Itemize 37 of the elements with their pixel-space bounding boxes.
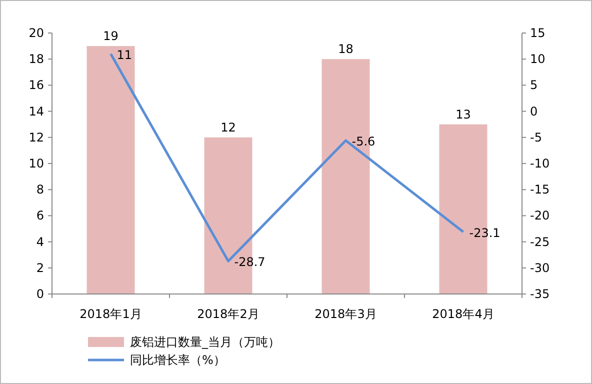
y2-tick-label: -35 xyxy=(530,287,550,301)
y2-tick-label: 0 xyxy=(530,104,538,118)
data-label: 19 xyxy=(103,29,118,44)
y-tick-label: 12 xyxy=(28,130,44,144)
y-tick-label: 4 xyxy=(36,234,44,249)
x-tick-label: 2018年2月 xyxy=(197,307,260,321)
y2-tick-label: -5 xyxy=(530,130,542,144)
y-tick-label: 2 xyxy=(36,260,44,275)
y2-tick-label: 15 xyxy=(530,26,546,40)
y-tick-label: 8 xyxy=(36,182,44,197)
x-tick-label: 2018年4月 xyxy=(432,307,494,321)
data-label: 12 xyxy=(220,120,236,134)
y-tick-label: 16 xyxy=(28,78,44,92)
legend-label: 废铝进口数量_当月（万吨） xyxy=(130,335,280,349)
data-label: 18 xyxy=(338,42,354,56)
y-tick-label: 0 xyxy=(36,287,44,301)
y-tick-label: 10 xyxy=(28,156,44,170)
x-tick-label: 2018年3月 xyxy=(314,307,377,321)
y2-tick-label: -15 xyxy=(530,182,550,197)
data-label: -23.1 xyxy=(469,226,500,240)
y2-tick-label: 10 xyxy=(530,52,546,66)
y2-tick-label: 5 xyxy=(530,78,538,92)
data-label: -5.6 xyxy=(352,134,376,149)
y2-tick-label: -10 xyxy=(530,156,550,170)
y-tick-label: 20 xyxy=(28,26,44,40)
legend-label: 同比增长率（%） xyxy=(130,353,226,367)
data-label: 11 xyxy=(116,48,132,62)
y2-tick-label: -25 xyxy=(530,234,550,249)
y-tick-label: 6 xyxy=(36,208,44,223)
y2-tick-label: -30 xyxy=(530,260,550,275)
data-label: 13 xyxy=(456,107,471,122)
x-tick-label: 2018年1月 xyxy=(80,307,142,321)
bar xyxy=(86,46,135,294)
y-tick-label: 18 xyxy=(28,52,44,66)
y-tick-label: 14 xyxy=(28,104,44,118)
data-label: -28.7 xyxy=(234,255,266,270)
y2-tick-label: -20 xyxy=(530,208,550,223)
